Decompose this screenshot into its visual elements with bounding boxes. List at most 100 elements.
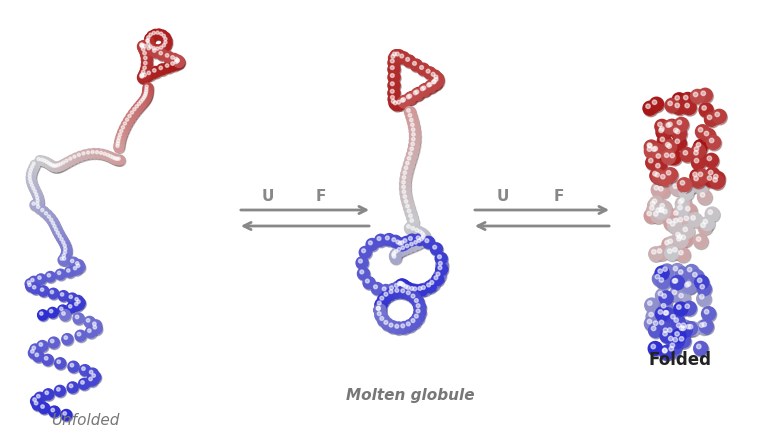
Circle shape: [31, 186, 41, 196]
Circle shape: [674, 321, 689, 336]
Circle shape: [675, 202, 689, 217]
Circle shape: [647, 204, 662, 218]
Circle shape: [114, 156, 124, 166]
Circle shape: [51, 290, 54, 293]
Circle shape: [646, 142, 660, 156]
Circle shape: [711, 171, 725, 186]
Circle shape: [396, 240, 400, 244]
Circle shape: [27, 170, 36, 179]
Circle shape: [45, 160, 55, 169]
Circle shape: [666, 170, 671, 175]
Circle shape: [673, 94, 687, 108]
Circle shape: [398, 282, 401, 285]
Circle shape: [391, 95, 394, 99]
Circle shape: [683, 227, 687, 232]
Circle shape: [58, 236, 68, 246]
Circle shape: [381, 318, 394, 330]
Circle shape: [673, 127, 688, 142]
Circle shape: [387, 321, 398, 333]
Circle shape: [116, 142, 119, 145]
Circle shape: [404, 321, 417, 333]
Circle shape: [653, 206, 668, 221]
Circle shape: [666, 345, 682, 359]
Circle shape: [395, 246, 406, 257]
Circle shape: [685, 283, 689, 287]
Circle shape: [165, 54, 169, 57]
Circle shape: [388, 58, 401, 70]
Circle shape: [154, 45, 164, 55]
Circle shape: [711, 172, 726, 187]
Circle shape: [32, 399, 43, 410]
Circle shape: [650, 145, 664, 160]
Circle shape: [664, 216, 678, 230]
Circle shape: [680, 181, 685, 185]
Circle shape: [36, 196, 39, 199]
Circle shape: [420, 231, 430, 242]
Circle shape: [404, 166, 408, 170]
Circle shape: [389, 98, 402, 111]
Circle shape: [679, 250, 683, 255]
Circle shape: [149, 33, 152, 36]
Circle shape: [425, 281, 437, 294]
Circle shape: [398, 242, 402, 245]
Circle shape: [58, 255, 68, 265]
Circle shape: [410, 219, 414, 222]
Circle shape: [388, 64, 401, 77]
Circle shape: [417, 64, 430, 77]
Circle shape: [115, 138, 126, 149]
Circle shape: [676, 215, 689, 229]
Circle shape: [656, 307, 669, 321]
Circle shape: [85, 150, 95, 160]
Circle shape: [91, 324, 103, 336]
Circle shape: [702, 307, 715, 321]
Text: F: F: [316, 189, 326, 203]
Circle shape: [677, 234, 682, 239]
Circle shape: [649, 159, 653, 163]
Circle shape: [129, 109, 139, 119]
Circle shape: [695, 275, 709, 289]
Circle shape: [402, 176, 406, 179]
Circle shape: [141, 72, 152, 83]
Circle shape: [679, 321, 693, 336]
Circle shape: [151, 67, 162, 79]
Circle shape: [141, 95, 152, 105]
Circle shape: [420, 84, 433, 97]
Circle shape: [650, 143, 664, 158]
Circle shape: [174, 57, 185, 69]
Circle shape: [398, 238, 410, 250]
Circle shape: [674, 235, 689, 250]
Circle shape: [429, 71, 442, 83]
Circle shape: [653, 170, 667, 185]
Circle shape: [419, 230, 430, 242]
Circle shape: [138, 73, 149, 84]
Circle shape: [110, 155, 120, 165]
Circle shape: [670, 276, 685, 289]
Circle shape: [388, 57, 400, 69]
Circle shape: [389, 323, 393, 327]
Circle shape: [114, 140, 124, 150]
Circle shape: [390, 249, 401, 260]
Circle shape: [141, 49, 152, 60]
Circle shape: [404, 93, 417, 106]
Circle shape: [430, 243, 443, 255]
Circle shape: [61, 255, 70, 265]
Circle shape: [681, 149, 696, 163]
Circle shape: [389, 289, 393, 293]
Circle shape: [391, 74, 394, 77]
Circle shape: [80, 365, 92, 377]
Circle shape: [399, 244, 410, 255]
Circle shape: [70, 364, 74, 367]
Circle shape: [409, 214, 412, 218]
Circle shape: [143, 61, 147, 65]
Circle shape: [656, 120, 670, 135]
Circle shape: [663, 121, 679, 136]
Circle shape: [26, 282, 38, 293]
Circle shape: [657, 206, 672, 221]
Circle shape: [67, 383, 79, 394]
Circle shape: [436, 254, 448, 266]
Circle shape: [683, 302, 697, 317]
Circle shape: [405, 155, 417, 167]
Circle shape: [55, 359, 67, 370]
Circle shape: [696, 237, 701, 241]
Circle shape: [376, 306, 380, 310]
